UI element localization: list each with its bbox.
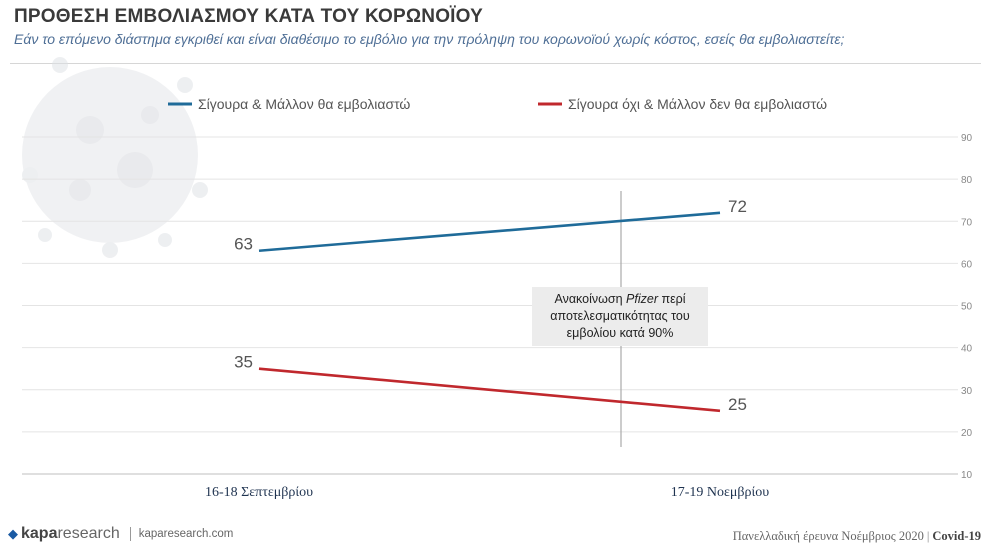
y-tick-label: 50 [961, 302, 973, 313]
brand-name-bold: kapa [21, 525, 58, 542]
series-line-2 [258, 367, 721, 413]
y-tick-label: 40 [961, 344, 973, 355]
series-line-1 [258, 211, 721, 253]
y-tick-label: 10 [961, 470, 973, 481]
coronavirus-illustration-icon [22, 57, 208, 258]
data-label-series-1-2: 72 [728, 197, 747, 216]
legend-label-series-2: Σίγουρα όχι & Μάλλον δεν θα εμβολιαστώ [568, 96, 827, 112]
data-label-series-1-1: 63 [234, 235, 253, 254]
page-subtitle: Εάν το επόμενο διάστημα εγκριθεί και είν… [14, 31, 845, 47]
y-tick-label: 20 [961, 428, 973, 439]
footer-tag: Covid-19 [932, 529, 981, 543]
footer-separator [129, 527, 131, 541]
y-tick-label: 30 [961, 386, 973, 397]
annotation-text-after: περί αποτελεσματικότητας του εμβολίου κα… [550, 292, 690, 340]
brand-name-light: research [57, 525, 120, 542]
kapa-logo-icon: ◆ [8, 526, 18, 541]
y-tick-label: 90 [961, 133, 973, 144]
annotation-emphasis: Pfizer [626, 292, 658, 306]
footer-survey: Πανελλαδική έρευνα Νοέμβριος 2020 [732, 529, 924, 543]
x-tick-label-1: 16-18 Σεπτεμβρίου [205, 485, 313, 500]
data-label-series-2-1: 35 [234, 353, 253, 372]
header-divider [10, 63, 981, 64]
brand-logo: ◆ kapa research kaparesearch.com [8, 525, 233, 543]
page-title: ΠΡΟΘΕΣΗ ΕΜΒΟΛΙΑΣΜΟΥ ΚΑΤΑ ΤΟΥ ΚΟΡΩΝΟΪΟΥ [14, 6, 483, 27]
annotation-text-before: Ανακοίνωση [554, 292, 627, 306]
y-tick-label: 60 [961, 259, 973, 270]
footer-url: kaparesearch.com [138, 528, 234, 540]
legend-label-series-1: Σίγουρα & Μάλλον θα εμβολιαστώ [198, 96, 410, 112]
data-label-series-2-2: 25 [728, 395, 747, 414]
x-tick-label-2: 17-19 Νοεμβρίου [671, 485, 770, 500]
footer-survey-info: Πανελλαδική έρευνα Νοέμβριος 2020 | Covid-… [732, 529, 981, 543]
pfizer-annotation: Ανακοίνωση Pfizer περί αποτελεσματικότητ… [532, 287, 708, 346]
y-tick-label: 70 [961, 217, 973, 228]
y-tick-label: 80 [961, 175, 973, 186]
